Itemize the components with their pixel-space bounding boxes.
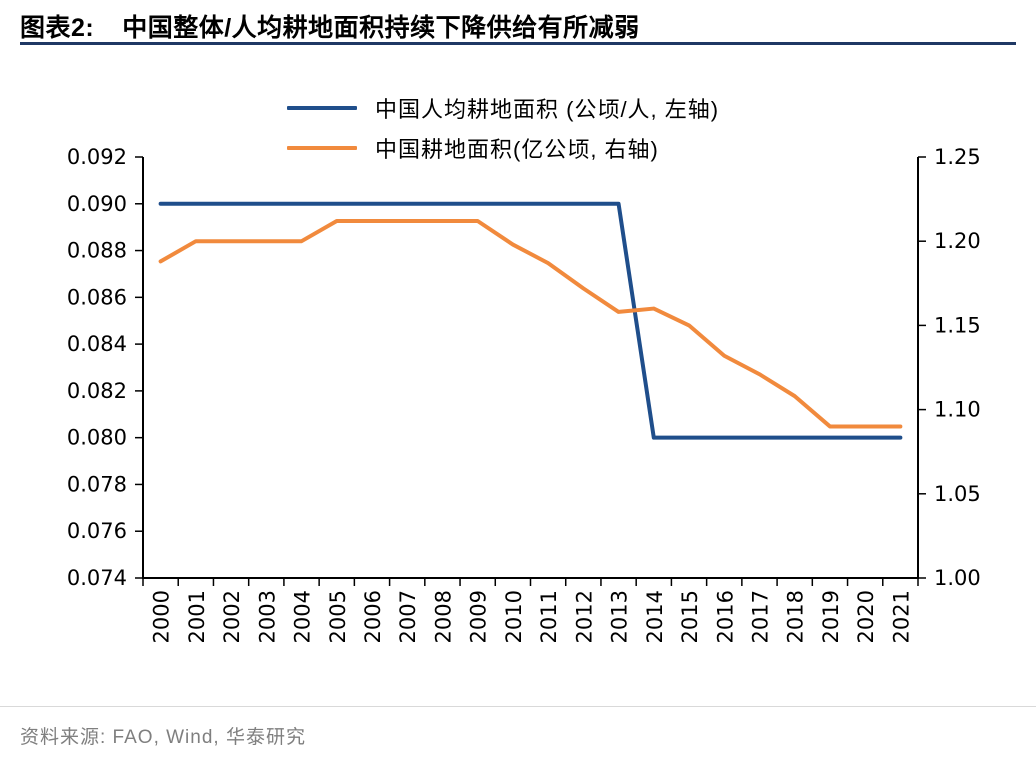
svg-text:2015: 2015 — [678, 590, 702, 643]
svg-text:0.082: 0.082 — [67, 379, 127, 403]
svg-text:0.092: 0.092 — [67, 145, 127, 169]
svg-text:2004: 2004 — [291, 590, 315, 643]
svg-text:0.086: 0.086 — [67, 285, 127, 309]
svg-text:1.20: 1.20 — [934, 229, 981, 253]
legend-line-swatch-blue — [287, 106, 357, 110]
svg-text:2018: 2018 — [784, 590, 808, 643]
svg-text:0.090: 0.090 — [67, 192, 127, 216]
svg-text:0.074: 0.074 — [67, 566, 127, 590]
legend-item-per-capita: 中国人均耕地面积 (公顷/人, 左轴) — [287, 88, 719, 128]
svg-text:1.10: 1.10 — [934, 398, 981, 422]
svg-text:1.25: 1.25 — [934, 145, 981, 169]
svg-text:2014: 2014 — [643, 590, 667, 643]
svg-text:2006: 2006 — [361, 590, 385, 643]
svg-text:0.084: 0.084 — [67, 332, 127, 356]
svg-text:2020: 2020 — [854, 590, 878, 643]
legend-label-per-capita: 中国人均耕地面积 (公顷/人, 左轴) — [375, 97, 720, 122]
svg-text:2002: 2002 — [220, 590, 244, 643]
svg-text:2021: 2021 — [889, 590, 913, 643]
svg-text:2003: 2003 — [255, 590, 279, 643]
svg-text:2005: 2005 — [326, 590, 350, 643]
svg-text:2017: 2017 — [748, 590, 772, 643]
legend-line-swatch-orange — [287, 146, 357, 150]
figure-tag: 图表2: — [20, 14, 95, 42]
svg-text:0.076: 0.076 — [67, 519, 127, 543]
legend-label-total-area: 中国耕地面积(亿公顷, 右轴) — [375, 137, 659, 162]
figure-title: 中国整体/人均耕地面积持续下降供给有所减弱 — [122, 14, 640, 42]
svg-text:2008: 2008 — [431, 590, 455, 643]
svg-text:2012: 2012 — [572, 590, 596, 643]
svg-text:1.05: 1.05 — [934, 482, 981, 506]
svg-text:2011: 2011 — [537, 590, 561, 643]
figure-header: 图表2: 中国整体/人均耕地面积持续下降供给有所减弱 — [20, 8, 1016, 44]
svg-text:2000: 2000 — [150, 590, 174, 643]
svg-text:0.080: 0.080 — [67, 426, 127, 450]
title-divider — [20, 42, 1016, 45]
svg-text:2007: 2007 — [396, 590, 420, 643]
chart-legend: 中国人均耕地面积 (公顷/人, 左轴) 中国耕地面积(亿公顷, 右轴) — [287, 88, 719, 168]
source-note: 资料来源: FAO, Wind, 华泰研究 — [20, 727, 306, 748]
svg-text:2001: 2001 — [185, 590, 209, 643]
svg-text:0.088: 0.088 — [67, 239, 127, 263]
svg-text:2013: 2013 — [608, 590, 632, 643]
svg-text:2016: 2016 — [713, 590, 737, 643]
svg-text:2010: 2010 — [502, 590, 526, 643]
svg-text:1.15: 1.15 — [934, 313, 981, 337]
svg-text:0.078: 0.078 — [67, 472, 127, 496]
legend-item-total-area: 中国耕地面积(亿公顷, 右轴) — [287, 128, 719, 168]
source-divider — [0, 706, 1036, 707]
svg-text:2009: 2009 — [467, 590, 491, 643]
svg-text:1.00: 1.00 — [934, 566, 981, 590]
svg-text:2019: 2019 — [819, 590, 843, 643]
